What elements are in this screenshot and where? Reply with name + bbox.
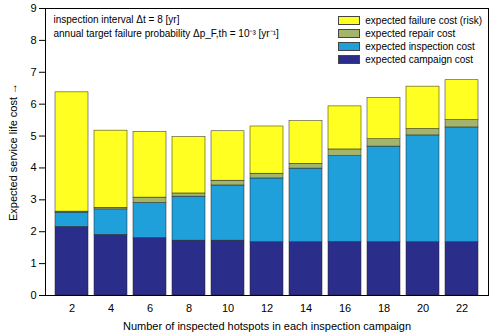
svg-text:0: 0: [30, 289, 36, 301]
svg-text:annual target failure probabil: annual target failure probability Δp_F,t…: [54, 28, 280, 39]
svg-text:Number of inspected hotspots i: Number of inspected hotspots in each ins…: [123, 320, 411, 332]
svg-text:2: 2: [30, 225, 36, 237]
svg-text:14: 14: [300, 302, 312, 314]
svg-text:22: 22: [456, 302, 468, 314]
svg-text:3: 3: [30, 193, 36, 205]
svg-text:2: 2: [69, 302, 75, 314]
svg-text:5: 5: [30, 130, 36, 142]
html-text:expected campaign cost: expected campaign cost: [365, 54, 474, 65]
html-text:expected failure cost (risk): expected failure cost (risk): [365, 15, 482, 26]
svg-text:10: 10: [222, 302, 234, 314]
svg-text:16: 16: [339, 302, 351, 314]
svg-text:4: 4: [108, 302, 114, 314]
html-text:expected repair cost: expected repair cost: [365, 28, 456, 39]
svg-text:20: 20: [417, 302, 429, 314]
svg-text:inspection interval Δt = 8 [yr: inspection interval Δt = 8 [yr]: [54, 14, 180, 25]
html-text:expected inspection cost: expected inspection cost: [365, 41, 475, 52]
svg-text:18: 18: [378, 302, 390, 314]
svg-text:1: 1: [30, 257, 36, 269]
svg-text:6: 6: [30, 98, 36, 110]
svg-text:Expected service life cost →: Expected service life cost →: [7, 83, 19, 221]
svg-text:8: 8: [30, 34, 36, 46]
svg-text:7: 7: [30, 66, 36, 78]
svg-text:9: 9: [30, 2, 36, 14]
svg-text:12: 12: [261, 302, 273, 314]
svg-text:6: 6: [147, 302, 153, 314]
svg-text:8: 8: [186, 302, 192, 314]
svg-text:4: 4: [30, 161, 36, 173]
